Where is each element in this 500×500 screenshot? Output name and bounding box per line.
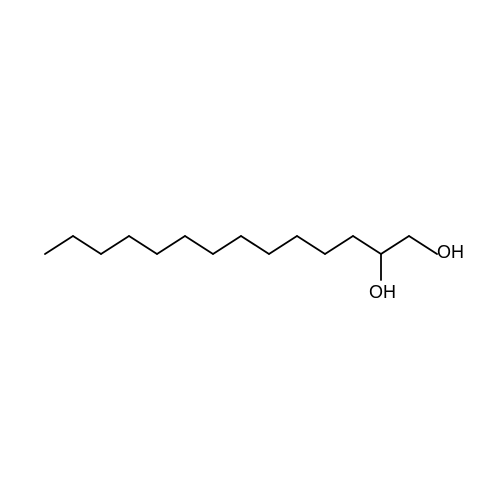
hydroxyl-label: OH — [369, 282, 396, 302]
bond — [353, 236, 381, 254]
bond — [101, 236, 129, 254]
bond — [185, 236, 213, 254]
bond — [129, 236, 157, 254]
bond — [45, 236, 73, 254]
chemical-structure-diagram: OH OH — [0, 0, 500, 500]
bond — [157, 236, 185, 254]
bond — [409, 236, 437, 254]
hydroxyl-label: OH — [437, 242, 464, 262]
bond — [381, 236, 409, 254]
bond — [325, 236, 353, 254]
bond — [297, 236, 325, 254]
bond — [213, 236, 241, 254]
bond — [73, 236, 101, 254]
bond — [241, 236, 269, 254]
bond — [269, 236, 297, 254]
